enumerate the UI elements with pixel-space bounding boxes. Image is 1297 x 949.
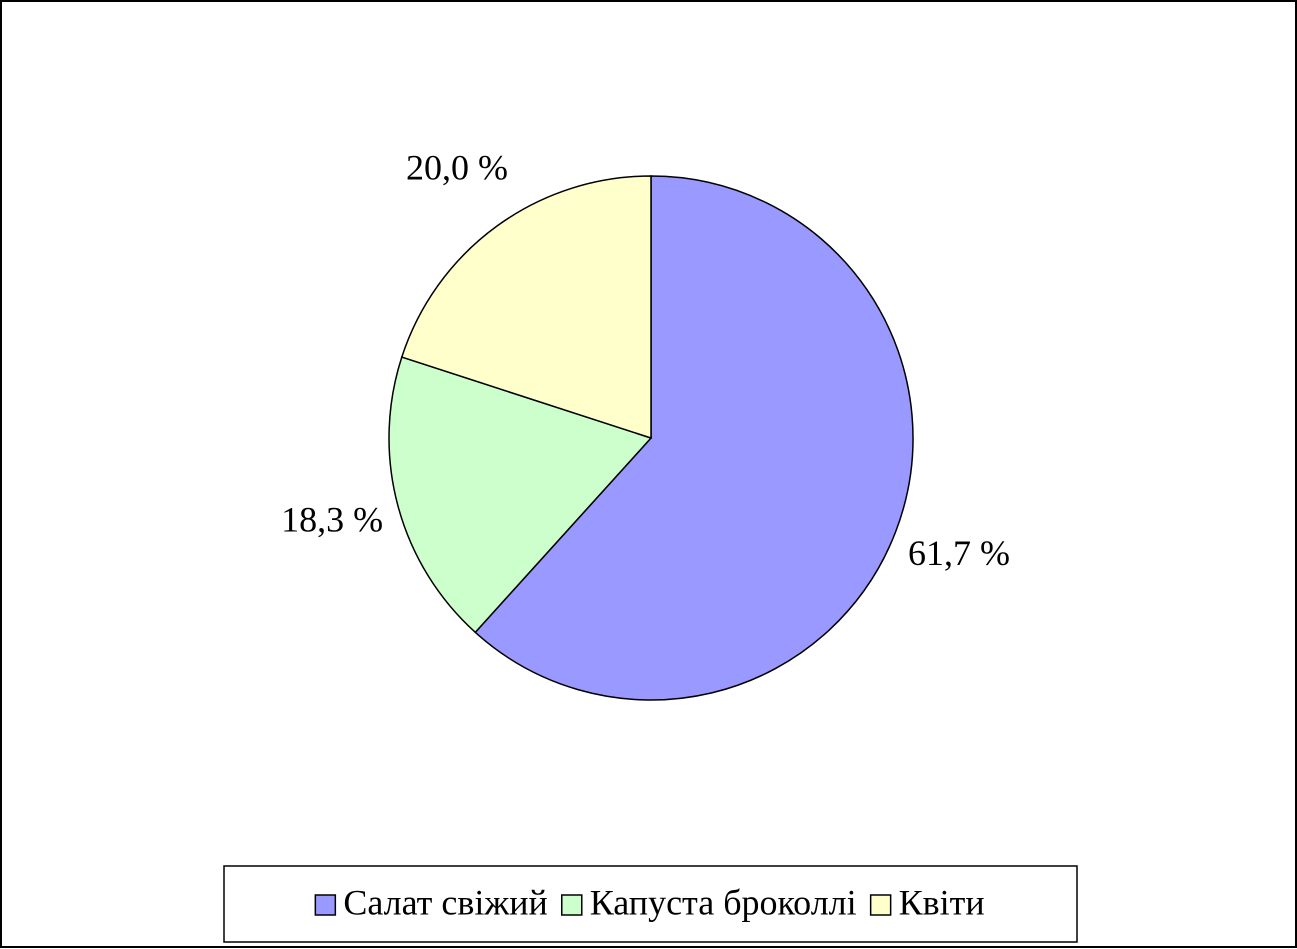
pie-slice	[474, 175, 914, 701]
data-label: 18,3 %	[281, 499, 383, 539]
legend-swatch	[561, 894, 583, 916]
pie-slice	[400, 175, 652, 440]
data-label: 20,0 %	[406, 147, 508, 187]
legend-label: Капуста броколлі	[590, 882, 857, 922]
legend-label: Квіти	[899, 882, 985, 922]
data-label: 61,7 %	[908, 533, 1010, 573]
legend-label: Салат свіжий	[343, 882, 547, 922]
legend-swatch	[314, 894, 337, 916]
pie-slice	[388, 356, 653, 634]
legend-box	[223, 865, 1078, 943]
legend-swatch	[869, 894, 892, 916]
